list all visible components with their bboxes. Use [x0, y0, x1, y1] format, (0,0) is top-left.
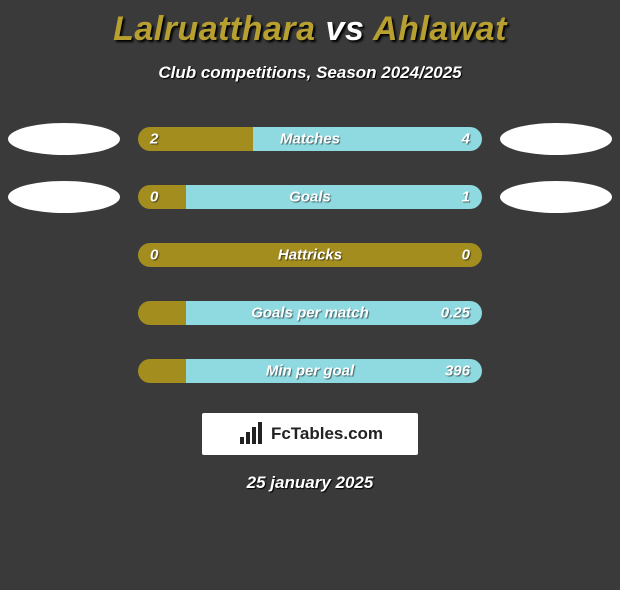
right-value: 4	[462, 131, 470, 148]
stat-label: Goals per match	[251, 305, 369, 322]
bar-left-fill	[138, 301, 186, 325]
player1-badge	[8, 123, 120, 155]
spacer	[500, 239, 612, 271]
player2-badge	[500, 123, 612, 155]
player1-name: Lalruatthara	[113, 10, 316, 48]
bar-chart-icon	[237, 421, 265, 447]
left-value: 0	[150, 247, 158, 264]
stat-row: 0 Goals 1	[0, 181, 620, 213]
bar-left-fill	[138, 185, 186, 209]
subtitle: Club competitions, Season 2024/2025	[0, 63, 620, 83]
right-value: 0	[462, 247, 470, 264]
stat-bar: 0 Goals 1	[138, 185, 482, 209]
spacer	[500, 355, 612, 387]
bar-right-fill	[186, 185, 482, 209]
player1-badge	[8, 181, 120, 213]
spacer	[8, 297, 120, 329]
stat-bar: Min per goal 396	[138, 359, 482, 383]
stat-label: Min per goal	[266, 363, 354, 380]
right-value: 0.25	[441, 305, 470, 322]
stat-row: 0 Hattricks 0	[0, 239, 620, 271]
right-value: 1	[462, 189, 470, 206]
stat-bar: 0 Hattricks 0	[138, 243, 482, 267]
stat-row: 2 Matches 4	[0, 123, 620, 155]
stat-row: Min per goal 396	[0, 355, 620, 387]
stat-bar: Goals per match 0.25	[138, 301, 482, 325]
right-value: 396	[445, 363, 470, 380]
player2-name: Ahlawat	[373, 10, 507, 48]
left-value: 0	[150, 189, 158, 206]
spacer	[8, 355, 120, 387]
page-title: Lalruatthara vs Ahlawat	[0, 10, 620, 49]
stats-container: 2 Matches 4 0 Goals 1 0 Hattricks 0 Goals per mat…	[0, 123, 620, 387]
stat-row: Goals per match 0.25	[0, 297, 620, 329]
vs-text: vs	[326, 10, 365, 48]
stat-label: Hattricks	[278, 247, 342, 264]
stat-label: Goals	[289, 189, 331, 206]
date-text: 25 january 2025	[0, 473, 620, 493]
spacer	[500, 297, 612, 329]
stat-label: Matches	[280, 131, 340, 148]
brand-badge[interactable]: FcTables.com	[202, 413, 418, 455]
spacer	[8, 239, 120, 271]
stat-bar: 2 Matches 4	[138, 127, 482, 151]
player2-badge	[500, 181, 612, 213]
left-value: 2	[150, 131, 158, 148]
bar-left-fill	[138, 359, 186, 383]
brand-text: FcTables.com	[271, 424, 383, 444]
